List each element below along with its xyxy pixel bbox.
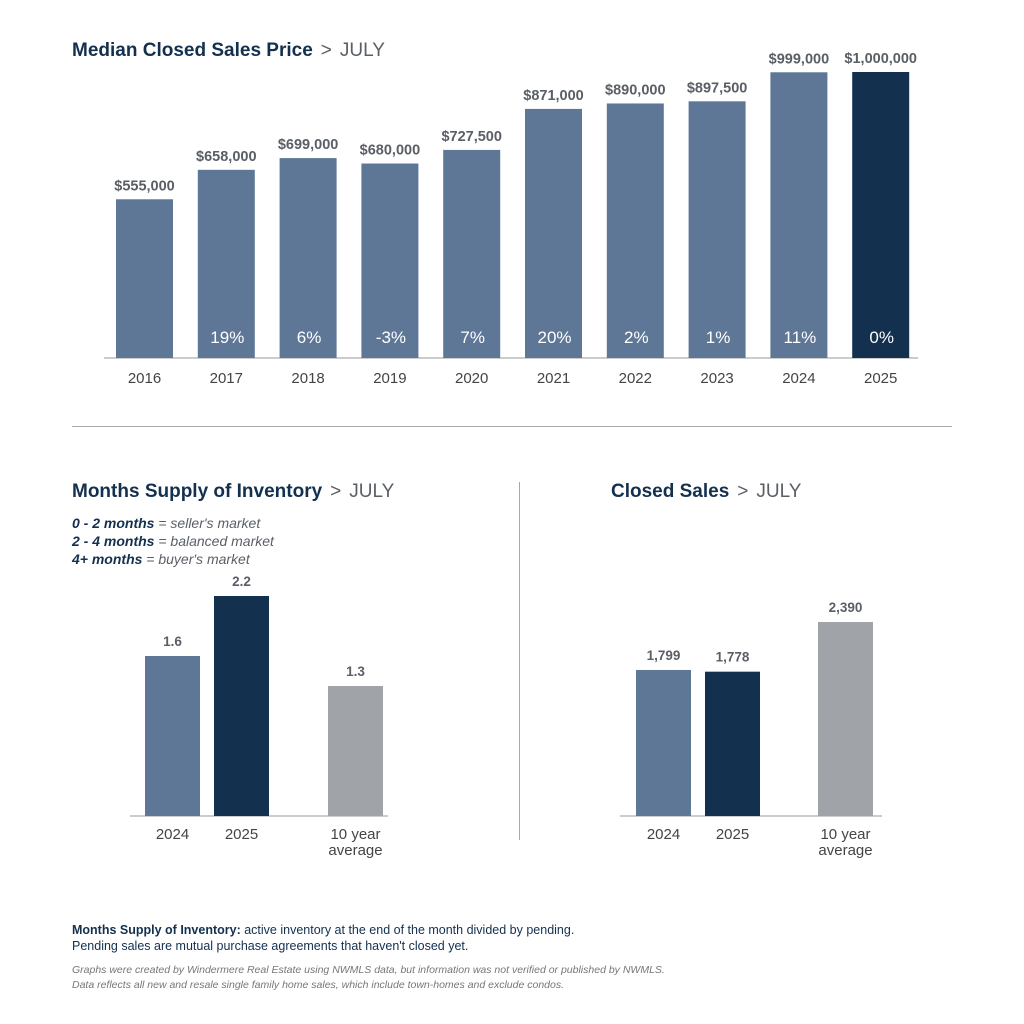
legend-range: 2 - 4 months [72,533,155,549]
column-divider [519,482,520,840]
x-tick-label: 2018 [291,370,324,387]
legend-item: 2 - 4 months = balanced market [72,532,274,550]
title-separator: > [320,40,332,61]
x-tick-label: 2021 [537,370,570,387]
footnote: Months Supply of Inventory: active inven… [72,922,574,954]
bar-value-label: $871,000 [523,88,583,104]
bar [636,669,691,816]
bar-value-label: 2.2 [232,574,251,589]
bar-value-label: $699,000 [278,137,338,153]
bar [197,169,255,358]
bar-value-label: $897,500 [687,80,747,96]
title-month: JULY [339,40,385,61]
legend-desc: = seller's market [158,515,261,531]
x-tick-label: 2025 [716,826,749,843]
bar-value-label: $1,000,000 [844,51,917,67]
x-tick-label: 2020 [455,370,488,387]
x-tick-label: 10 year [330,826,380,843]
legend-item: 0 - 2 months = seller's market [72,514,274,532]
bar [279,158,337,358]
legend-item: 4+ months = buyer's market [72,550,274,568]
footnote-line2: Pending sales are mutual purchase agreem… [72,939,469,953]
sales-chart-title: Closed Sales > JULY [611,481,801,503]
inventory-legend: 0 - 2 months = seller's market 2 - 4 mon… [72,514,274,568]
bar-value-label: $999,000 [769,51,829,67]
x-tick-label: 2016 [128,370,161,387]
x-tick-label: 10 year [820,826,870,843]
x-tick-label: 2022 [619,370,652,387]
title-month: JULY [756,481,802,502]
bar-value-label: 1,778 [716,650,750,665]
x-tick-label: 2017 [210,370,243,387]
bar-value-label: $555,000 [114,178,174,194]
bar-value-label: 1.3 [346,664,365,679]
price-chart-title-text: Median Closed Sales Price [72,40,313,61]
bar-value-label: $727,500 [441,129,501,145]
bar [688,101,746,358]
source-note: Graphs were created by Windermere Real E… [72,963,665,993]
bar-value-label: 2,390 [829,600,863,615]
x-tick-label: 2019 [373,370,406,387]
bar-value-label: $890,000 [605,82,665,98]
bar [818,622,873,816]
bar [705,671,760,816]
footnote-line1: active inventory at the end of the month… [240,923,575,937]
title-separator: > [330,481,342,502]
change-label: 6% [297,328,322,347]
x-tick-label: 2023 [700,370,733,387]
source-line1: Graphs were created by Windermere Real E… [72,964,665,976]
x-tick-label: 2024 [647,826,680,843]
bar [361,163,419,358]
change-label: -3% [376,328,406,347]
title-month: JULY [349,481,395,502]
sales-chart-title-text: Closed Sales [611,481,730,502]
bar-value-label: $680,000 [360,143,420,159]
bar [214,596,269,816]
change-label: 1% [706,328,731,347]
x-tick-label: 2025 [225,826,258,843]
source-line2: Data reflects all new and resale single … [72,979,565,991]
bar [116,199,173,358]
bar-value-label: 1,799 [647,648,681,663]
legend-range: 0 - 2 months [72,515,155,531]
bar-value-label: $658,000 [196,149,256,165]
x-tick-label: 2025 [864,370,897,387]
legend-range: 4+ months [72,551,143,567]
bar [443,149,501,358]
inventory-chart-title-text: Months Supply of Inventory [72,481,323,502]
change-label: 11% [784,328,817,347]
bar [606,103,664,359]
change-label: 2% [624,328,649,347]
inventory-chart-title: Months Supply of Inventory > JULY [72,481,394,503]
x-tick-label: 2024 [782,370,815,387]
footnote-term: Months Supply of Inventory: [72,923,241,937]
bar [145,656,200,816]
section-divider [72,426,952,427]
price-chart-title: Median Closed Sales Price > JULY [72,40,385,62]
bar [328,686,383,816]
bar [852,72,910,358]
x-tick-label: average [328,842,382,859]
bar-value-label: 1.6 [163,634,182,649]
bar [770,72,828,358]
x-tick-label: average [818,842,872,859]
price-chart: $555,000 2016 $658,000 19% 2017 $699,000 6% 201… [104,51,918,387]
title-separator: > [737,481,749,502]
legend-desc: = balanced market [158,533,274,549]
bar [525,108,582,358]
x-tick-label: 2024 [156,826,189,843]
change-label: 19% [210,328,244,347]
change-label: 20% [537,328,571,347]
change-label: 0% [869,328,894,347]
legend-desc: = buyer's market [146,551,250,567]
change-label: 7% [460,328,485,347]
